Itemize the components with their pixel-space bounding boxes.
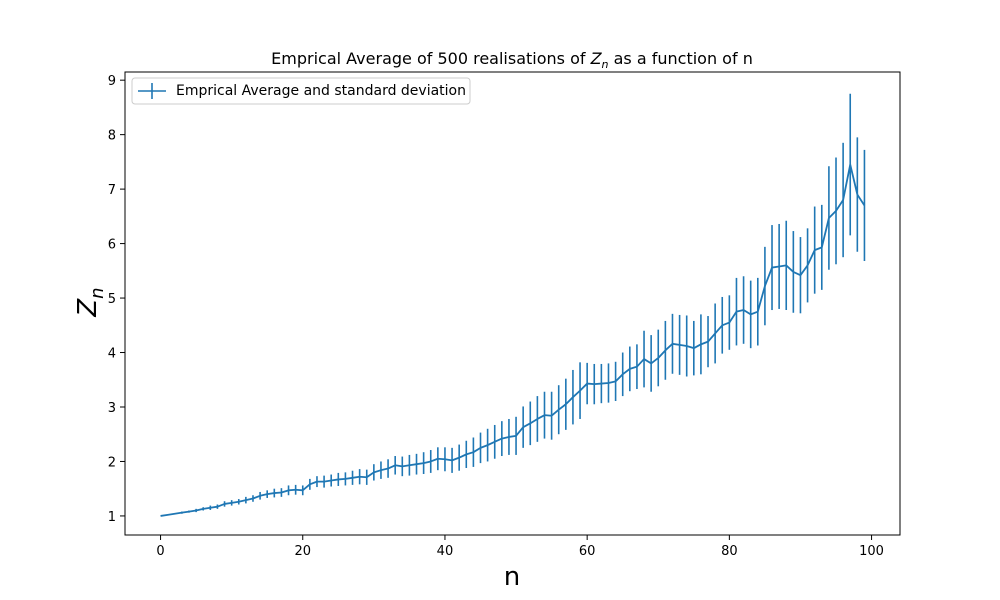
x-tick-label: 60 xyxy=(579,544,596,559)
legend: Emprical Average and standard deviation xyxy=(131,77,471,105)
y-tick-label: 6 xyxy=(108,238,116,253)
x-axis-label: n xyxy=(504,562,520,592)
y-tick-label: 2 xyxy=(108,455,116,470)
chart-title-suffix: as a function of n xyxy=(609,49,753,68)
y-tick-label: 1 xyxy=(108,510,116,525)
x-tick-label: 100 xyxy=(859,544,884,559)
plot-area: 0 20 40 60 80 100 1 2 3 4 5 6 7 8 9 xyxy=(108,74,884,559)
y-axis-label: Zn xyxy=(73,287,108,317)
y-tick-label: 4 xyxy=(108,347,116,362)
legend-label: Emprical Average and standard deviation xyxy=(176,83,466,99)
y-axis-label-variable: Z xyxy=(73,298,103,318)
legend-box xyxy=(131,77,471,105)
x-tick-label: 80 xyxy=(721,544,738,559)
y-tick-label: 7 xyxy=(108,183,116,198)
y-tick-label: 3 xyxy=(108,401,116,416)
y-axis-label-subscript: n xyxy=(87,287,108,298)
chart-title-prefix: Emprical Average of 500 realisations of xyxy=(271,49,590,68)
chart-title: Emprical Average of 500 realisations of … xyxy=(271,49,753,71)
y-tick-label: 8 xyxy=(108,129,116,144)
y-tick-label: 5 xyxy=(108,292,116,307)
chart-title-subscript: n xyxy=(602,58,609,71)
x-tick-label: 40 xyxy=(437,544,454,559)
plot-frame xyxy=(124,71,901,536)
series-line xyxy=(160,163,866,517)
y-tick-label: 9 xyxy=(108,74,116,89)
x-tick-label: 0 xyxy=(156,544,164,559)
chart-title-variable: Z xyxy=(590,49,603,68)
x-tick-label: 20 xyxy=(294,544,311,559)
